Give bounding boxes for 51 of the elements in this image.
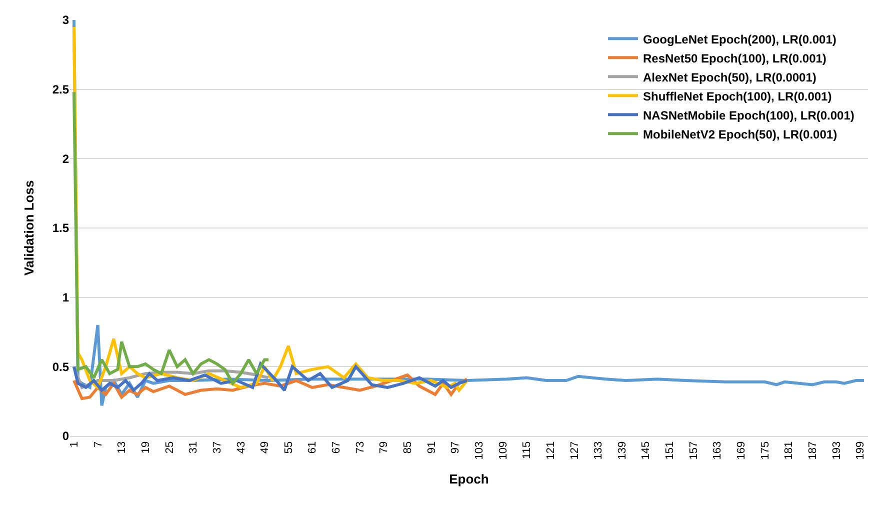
legend-label: MobileNetV2 Epoch(50), LR(0.001) — [643, 127, 838, 142]
x-tick-label: 7 — [92, 441, 104, 448]
line-series — [72, 90, 270, 385]
legend-label: ShuffleNet Epoch(100), LR(0.001) — [643, 89, 832, 104]
x-tick-label: 139 — [616, 441, 628, 460]
x-tick-label: 31 — [188, 441, 200, 454]
x-tick-label: 55 — [282, 441, 295, 454]
line-series — [72, 362, 469, 392]
y-tick-label: 2.5 — [52, 82, 70, 97]
x-tick-label: 151 — [664, 441, 676, 460]
x-tick-label: 25 — [164, 441, 176, 454]
legend-label: GoogLeNet Epoch(200), LR(0.001) — [643, 32, 836, 46]
x-tick-label: 97 — [450, 441, 462, 454]
y-tick-label: 0.5 — [52, 360, 70, 374]
x-tick-label: 133 — [592, 441, 605, 460]
x-tick-label: 13 — [116, 441, 128, 454]
legend-label: ResNet50 Epoch(100), LR(0.001) — [643, 51, 826, 66]
y-tick-label: 2 — [62, 152, 70, 166]
y-tick-label: 1 — [62, 290, 70, 305]
x-tick-label: 43 — [235, 441, 248, 454]
x-tick-label: 169 — [736, 441, 748, 460]
x-tick-label: 109 — [497, 441, 510, 460]
y-tick-label: 3 — [62, 13, 70, 28]
x-tick-label: 187 — [806, 441, 819, 460]
x-tick-label: 145 — [640, 441, 652, 460]
y-tick-label: 1.5 — [52, 221, 70, 236]
x-tick-label: 193 — [830, 441, 843, 460]
legend-label: AlexNet Epoch(50), LR(0.0001) — [643, 70, 816, 84]
x-tick-label: 91 — [426, 441, 438, 454]
x-tick-label: 157 — [688, 441, 700, 460]
x-tick-label: 73 — [354, 441, 366, 454]
x-tick-label: 49 — [259, 441, 272, 454]
x-tick-label: 67 — [330, 441, 343, 454]
x-tick-label: 103 — [474, 441, 486, 460]
x-tick-label: 37 — [211, 441, 224, 454]
x-tick-label: 115 — [521, 441, 534, 459]
legend-label: NASNetMobile Epoch(100), LR(0.001) — [643, 108, 854, 122]
y-tick-label: 0 — [62, 429, 70, 444]
y-axis-title: Validation Loss — [21, 180, 36, 276]
x-tick-label: 19 — [140, 441, 152, 454]
x-tick-label: 85 — [402, 441, 414, 454]
x-tick-label: 127 — [568, 441, 581, 460]
x-tick-label: 121 — [544, 441, 557, 460]
x-tick-label: 181 — [783, 441, 796, 460]
x-tick-label: 163 — [712, 441, 724, 460]
x-tick-label: 175 — [759, 441, 772, 460]
x-tick-label: 79 — [378, 441, 390, 454]
x-tick-label: 61 — [306, 441, 319, 454]
x-axis-title: Epoch — [449, 471, 489, 486]
x-tick-label: 199 — [854, 441, 867, 460]
x-tick-label: 1 — [68, 441, 81, 448]
